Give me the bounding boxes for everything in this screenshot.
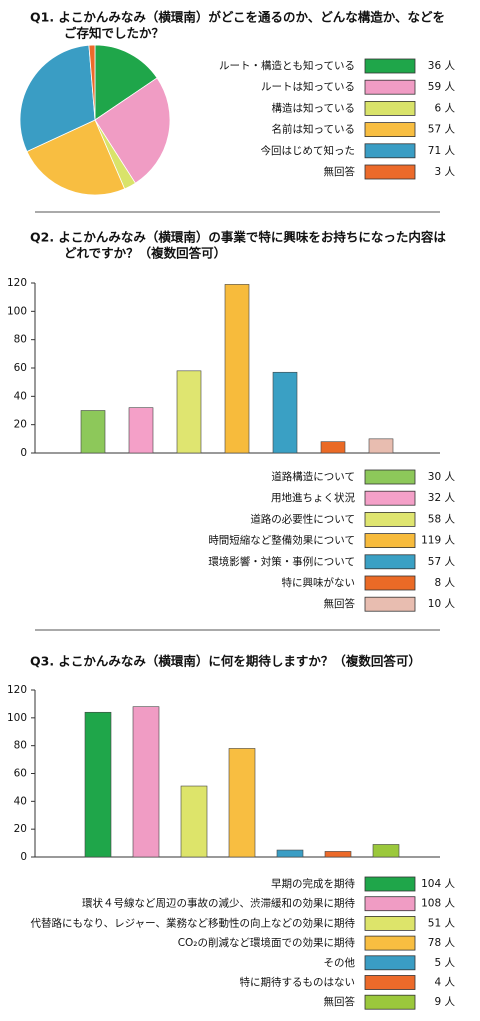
chart-title: Q1. よこかんみなみ（横環南）がどこを通るのか、どんな構造か、などを	[30, 10, 445, 25]
legend-swatch	[364, 533, 416, 548]
y-tick-label: 80	[14, 740, 27, 752]
legend-swatch	[364, 143, 416, 159]
y-tick-label: 40	[14, 390, 27, 402]
legend-label: 環境影響・対策・事例について	[208, 555, 355, 568]
y-tick-label: 120	[7, 684, 27, 696]
pie-slice	[94, 77, 171, 184]
legend-value: 57 人	[428, 556, 456, 568]
legend-swatch	[364, 79, 416, 95]
y-tick-label: 120	[7, 277, 27, 289]
bar	[224, 284, 250, 454]
legend-swatch	[364, 469, 416, 485]
y-tick-label: 0	[20, 447, 27, 459]
bar	[368, 438, 394, 454]
legend-label: 環状４号線など周辺の事故の減少、渋滞緩和の効果に期待	[82, 897, 355, 910]
chart-title: Q3. よこかんみなみ（横環南）に何を期待しますか？（複数回答可）	[30, 654, 421, 669]
legend-value: 71 人	[428, 145, 456, 157]
pie-slice	[26, 119, 126, 196]
legend-label: 今回はじめて知った	[261, 144, 356, 157]
y-tick-label: 60	[14, 768, 27, 780]
legend-value: 32 人	[428, 492, 456, 504]
legend-label: 特に興味がない	[282, 576, 356, 589]
legend-value: 108 人	[421, 898, 455, 910]
pie-slice	[88, 44, 96, 121]
legend-swatch	[364, 896, 416, 912]
legend-swatch	[364, 58, 416, 74]
legend-swatch	[364, 975, 416, 990]
pie-slice	[94, 44, 158, 121]
legend-value: 4 人	[434, 977, 455, 989]
y-tick-label: 100	[7, 305, 27, 317]
legend-label: CO₂の削減など環境面での効果に期待	[178, 936, 356, 949]
y-tick-label: 80	[14, 334, 27, 346]
legend-label: 無回答	[324, 995, 356, 1008]
legend-value: 59 人	[428, 81, 456, 93]
legend-value: 10 人	[428, 598, 456, 610]
chart-title: Q2. よこかんみなみ（横環南）の事業で特に興味をお持ちになった内容は	[30, 230, 446, 245]
legend-swatch	[364, 876, 416, 892]
bar	[324, 851, 352, 858]
legend-label: 道路構造について	[271, 470, 355, 483]
legend-value: 8 人	[434, 577, 455, 589]
legend-swatch	[364, 994, 416, 1010]
bar	[128, 407, 154, 454]
chart-title: どれですか？（複数回答可）	[64, 246, 226, 261]
legend-value: 57 人	[428, 124, 456, 136]
legend-value: 5 人	[434, 957, 455, 969]
bar	[272, 371, 298, 454]
legend-swatch	[364, 122, 416, 137]
legend-label: 名前は知っている	[272, 123, 355, 136]
legend-swatch	[364, 554, 416, 570]
bar	[320, 441, 346, 454]
legend-value: 119 人	[421, 535, 455, 547]
legend-label: 早期の完成を期待	[271, 877, 355, 890]
legend-value: 30 人	[428, 471, 456, 483]
legend-value: 78 人	[428, 937, 456, 949]
legend-value: 36 人	[428, 60, 456, 72]
y-tick-label: 40	[14, 795, 27, 807]
legend-swatch	[364, 490, 416, 506]
legend-swatch	[364, 164, 416, 180]
bar	[176, 370, 202, 454]
bar	[132, 706, 160, 858]
chart-title: ご存知でしたか？	[64, 26, 164, 41]
bar	[372, 844, 400, 858]
legend-value: 3 人	[434, 166, 455, 178]
bar	[276, 849, 304, 858]
legend-label: 代替路にもなり、レジャー、業務など移動性の向上などの効果に期待	[31, 916, 356, 929]
legend-value: 6 人	[434, 102, 455, 114]
legend-swatch	[364, 955, 416, 971]
legend-swatch	[364, 575, 416, 591]
legend-value: 9 人	[434, 996, 455, 1008]
legend-label: その他	[324, 956, 356, 969]
legend-label: 用地進ちょく状況	[271, 491, 355, 504]
bar	[84, 711, 112, 858]
legend-value: 104 人	[421, 878, 455, 890]
legend-swatch	[364, 101, 416, 116]
pie-slice	[19, 44, 96, 153]
legend-label: 特に期待するものはない	[240, 976, 356, 989]
legend-swatch	[364, 916, 416, 931]
legend-value: 51 人	[428, 917, 456, 929]
legend-swatch	[364, 935, 416, 951]
y-tick-label: 20	[14, 823, 27, 835]
legend-value: 58 人	[428, 513, 456, 525]
bar	[180, 785, 208, 858]
legend-label: ルート・構造とも知っている	[219, 59, 355, 72]
legend-swatch	[364, 596, 416, 612]
y-tick-label: 0	[20, 851, 27, 863]
legend-label: 時間短縮など整備効果について	[208, 534, 355, 547]
bar	[80, 410, 106, 454]
legend-label: ルートは知っている	[261, 80, 355, 93]
legend-label: 無回答	[324, 597, 356, 610]
legend-label: 無回答	[324, 165, 356, 178]
legend-label: 道路の必要性について	[250, 512, 355, 525]
bar	[228, 748, 256, 858]
y-tick-label: 20	[14, 419, 27, 431]
legend-swatch	[364, 512, 416, 527]
y-tick-label: 100	[7, 712, 27, 724]
legend-label: 構造は知っている	[272, 101, 355, 114]
y-tick-label: 60	[14, 362, 27, 374]
